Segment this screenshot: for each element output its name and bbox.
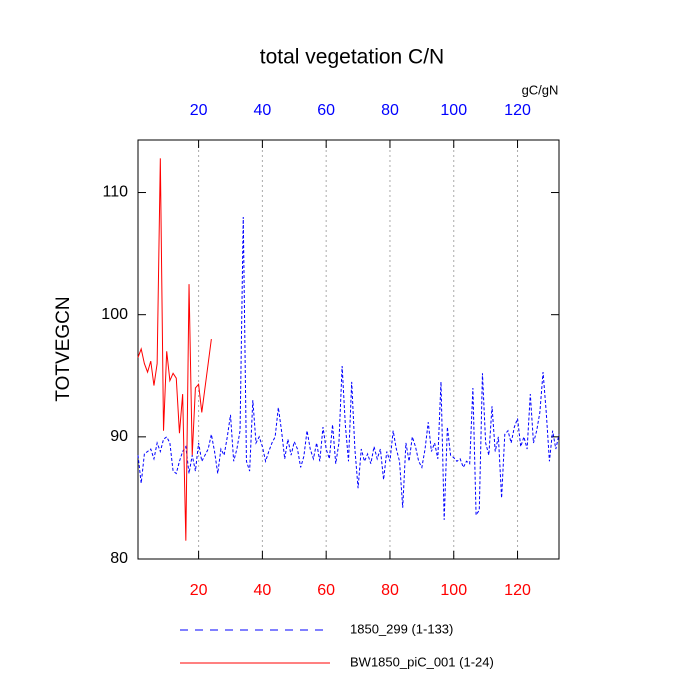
x2-tick-label: 60	[317, 102, 335, 119]
x2-tick-label: 80	[381, 102, 399, 119]
x-tick-label: 80	[381, 582, 399, 599]
y-tick-label: 80	[110, 550, 128, 567]
legend-label: BW1850_piC_001 (1-24)	[350, 654, 494, 669]
x2-tick-label: 100	[440, 102, 467, 119]
x-tick-label: 40	[253, 582, 271, 599]
x2-tick-label: 40	[253, 102, 271, 119]
data-line	[137, 158, 212, 541]
y-tick-label: 90	[110, 428, 128, 445]
chart-title: total vegetation C/N	[260, 46, 444, 69]
plot-frame	[137, 139, 560, 560]
x-tick-label: 20	[190, 582, 208, 599]
x2-tick-label: 120	[504, 102, 531, 119]
y-tick-label: 100	[101, 306, 128, 323]
x2-axis-label: gC/gN	[522, 82, 559, 97]
y-axis-label: TOTVEGCN	[53, 296, 74, 401]
legend-label: 1850_299 (1-133)	[350, 621, 453, 636]
x-tick-label: 120	[504, 582, 531, 599]
x-tick-label: 60	[317, 582, 335, 599]
x2-tick-label: 20	[190, 102, 208, 119]
x-tick-label: 100	[440, 582, 467, 599]
data-line	[137, 216, 560, 520]
y-tick-label: 110	[102, 184, 128, 201]
